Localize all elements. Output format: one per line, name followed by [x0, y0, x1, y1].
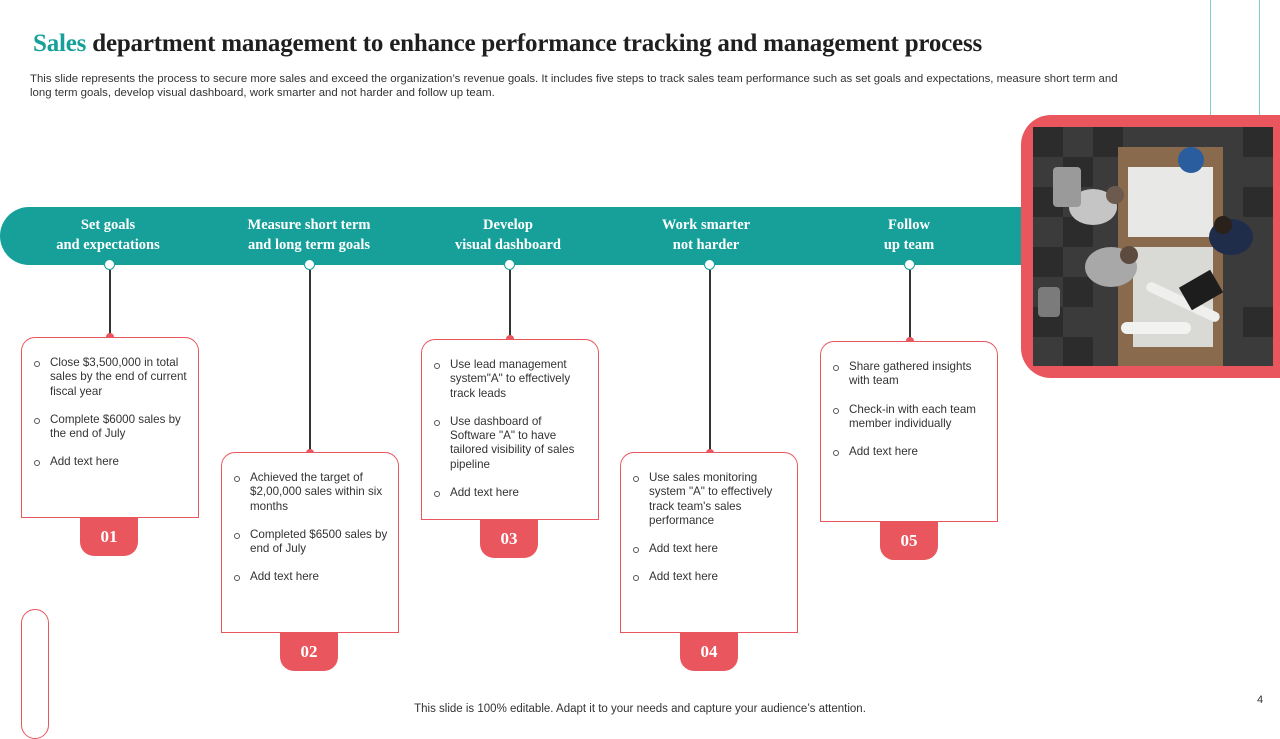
card-2-bullet-2: Completed $6500 sales by end of July	[232, 528, 388, 557]
connector-1	[109, 270, 111, 336]
step-number-1: 01	[80, 518, 138, 556]
step-number-4: 04	[680, 633, 738, 671]
card-3-bullet-1: Use lead management system"A" to effecti…	[432, 358, 588, 401]
card-3-bullet-2: Use dashboard of Software "A" to have ta…	[432, 415, 588, 472]
timeline-band	[0, 207, 1040, 265]
step-card-3: Use lead management system"A" to effecti…	[421, 339, 599, 520]
card-5-bullet-3: Add text here	[831, 445, 987, 459]
connector-2	[309, 270, 311, 452]
step-label-1: Set goals and expectations	[56, 217, 160, 253]
connector-4	[709, 270, 711, 452]
card-1-bullet-1: Close $3,500,000 in total sales by the e…	[32, 356, 188, 399]
card-3-bullet-3: Add text here	[432, 486, 588, 500]
card-4-bullet-2: Add text here	[631, 542, 787, 556]
card-5-bullet-1: Share gathered insights with team	[831, 360, 987, 389]
card-2-bullet-3: Add text here	[232, 570, 388, 584]
timeline-node-2	[304, 259, 315, 270]
timeline-node-5	[904, 259, 915, 270]
page-title: Sales department management to enhance p…	[33, 30, 982, 58]
card-1-bullet-2: Complete $6000 sales by the end of July	[32, 413, 188, 442]
timeline-node-4	[704, 259, 715, 270]
step-card-4: Use sales monitoring system "A" to effec…	[620, 452, 798, 633]
card-5-bullet-2: Check-in with each team member individua…	[831, 403, 987, 432]
timeline-node-3	[504, 259, 515, 270]
card-4-bullet-3: Add text here	[631, 570, 787, 584]
step-label-4: Work smarter not harder	[661, 217, 751, 253]
card-2-bullet-1: Achieved the target of $2,00,000 sales w…	[232, 471, 388, 514]
footer-note: This slide is 100% editable. Adapt it to…	[414, 703, 866, 715]
step-card-1: Close $3,500,000 in total sales by the e…	[21, 337, 199, 518]
team-meeting-illustration	[1033, 127, 1273, 366]
step-label-5: Follow up team	[883, 217, 935, 253]
step-label-2: Measure short term and long term goals	[247, 217, 371, 253]
step-card-5: Share gathered insights with team Check-…	[820, 341, 998, 522]
step-number-2: 02	[280, 633, 338, 671]
card-1-bullet-3: Add text here	[32, 455, 188, 469]
slide-description: This slide represents the process to sec…	[30, 73, 1118, 99]
connector-3	[509, 270, 511, 338]
title-rest: department management to enhance perform…	[86, 30, 983, 57]
step-number-3: 03	[480, 520, 538, 558]
card-4-bullet-1: Use sales monitoring system "A" to effec…	[631, 471, 787, 528]
step-card-2: Achieved the target of $2,00,000 sales w…	[221, 452, 399, 633]
team-meeting-photo	[1033, 127, 1273, 366]
title-accent: Sales	[33, 30, 87, 57]
step-number-5: 05	[880, 522, 938, 560]
timeline-node-1	[104, 259, 115, 270]
step-label-3: Develop visual dashboard	[455, 217, 561, 253]
page-number: 4	[1257, 694, 1264, 706]
connector-5	[909, 270, 911, 340]
